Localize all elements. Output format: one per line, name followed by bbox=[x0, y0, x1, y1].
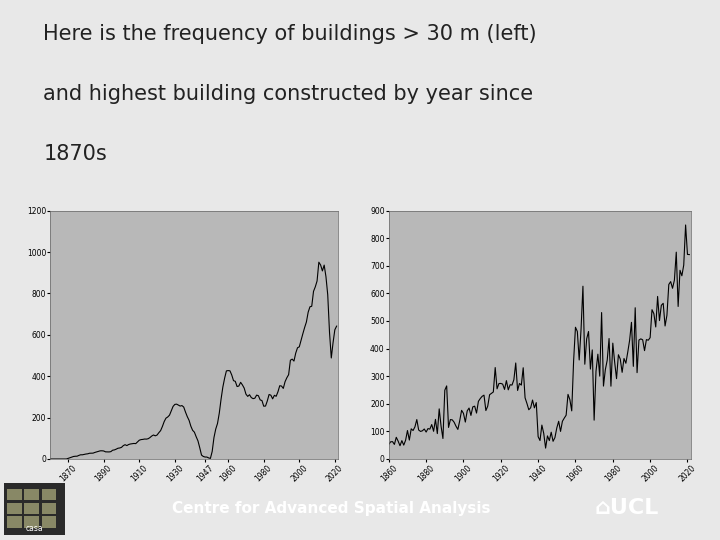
FancyBboxPatch shape bbox=[4, 483, 65, 535]
Text: 1870s: 1870s bbox=[43, 144, 107, 164]
Text: Here is the frequency of buildings > 30 m (left): Here is the frequency of buildings > 30 … bbox=[43, 24, 537, 44]
Text: casa: casa bbox=[26, 524, 43, 532]
FancyBboxPatch shape bbox=[42, 489, 56, 500]
FancyBboxPatch shape bbox=[42, 516, 56, 528]
FancyBboxPatch shape bbox=[7, 516, 22, 528]
Text: and highest building constructed by year since: and highest building constructed by year… bbox=[43, 84, 534, 104]
FancyBboxPatch shape bbox=[24, 489, 39, 500]
FancyBboxPatch shape bbox=[24, 503, 39, 514]
FancyBboxPatch shape bbox=[24, 516, 39, 528]
Text: Centre for Advanced Spatial Analysis: Centre for Advanced Spatial Analysis bbox=[172, 502, 490, 516]
FancyBboxPatch shape bbox=[7, 489, 22, 500]
Text: ⌂UCL: ⌂UCL bbox=[594, 498, 659, 518]
FancyBboxPatch shape bbox=[42, 503, 56, 514]
FancyBboxPatch shape bbox=[7, 503, 22, 514]
